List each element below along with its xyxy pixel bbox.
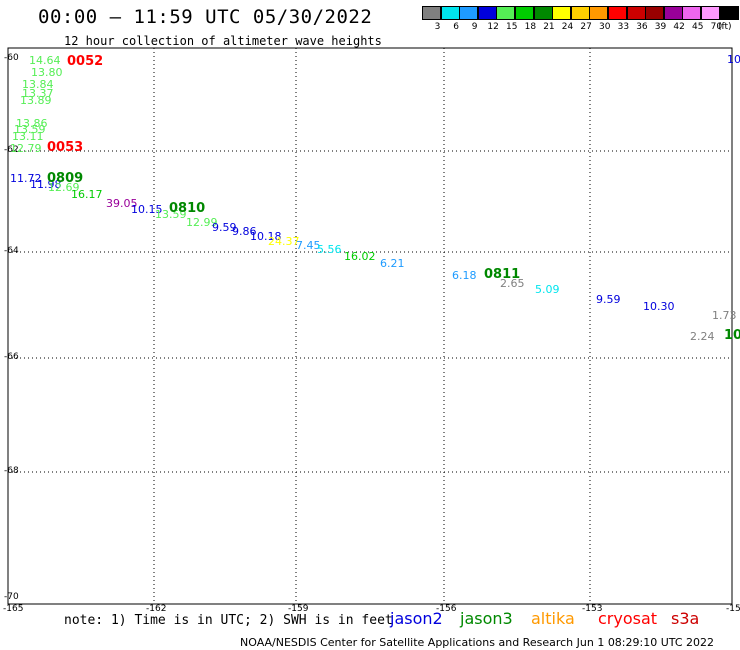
wave-height-value: 5.09 — [535, 283, 560, 296]
satellite-jason3: jason3 — [460, 609, 513, 628]
wave-height-value: 13.59 — [14, 123, 46, 136]
satellite-cryosat: cryosat — [598, 609, 658, 628]
legend-bin-label: 6 — [453, 22, 459, 32]
wave-height-value: 2.24 — [690, 330, 715, 343]
legend-swatch — [533, 6, 553, 20]
wave-height-value: 2.65 — [500, 277, 525, 290]
wave-height-value: 13.86 — [16, 117, 48, 130]
legend-bin-label: 45 — [692, 22, 704, 32]
wave-height-value: 7.45 — [296, 239, 321, 252]
legend-swatch — [645, 6, 665, 20]
wave-height-value: 10.15 — [131, 203, 163, 216]
legend-bin-label: 27 — [580, 22, 592, 32]
legend-swatch — [570, 6, 590, 20]
pass-time-label: 0052 — [67, 54, 104, 69]
pass-time-label: 0053 — [47, 140, 84, 155]
satellite-jason2: jason2 — [390, 609, 443, 628]
legend-swatch — [496, 6, 516, 20]
legend-swatch — [626, 6, 646, 20]
latitude-label: -68 — [4, 466, 19, 476]
latitude-label: -64 — [4, 246, 19, 256]
legend-bin-label: 21 — [543, 22, 555, 32]
wave-height-value: 16.02 — [344, 250, 376, 263]
legend-bin-label: 36 — [636, 22, 648, 32]
wave-height-value: 10 — [727, 53, 740, 66]
wave-height-value: 9.59 — [596, 293, 621, 306]
wave-height-value: 11.72 — [10, 172, 42, 185]
pass-time-label: 0809 — [47, 171, 84, 186]
latitude-label: -62 — [4, 145, 19, 155]
pass-time-label: 0810 — [169, 201, 206, 216]
wave-height-value: 13.11 — [12, 130, 44, 143]
legend-swatch — [515, 6, 534, 20]
legend-bin-label: 39 — [654, 22, 667, 32]
legend-bin-label: 33 — [617, 22, 630, 32]
wave-height-value: 10.30 — [643, 300, 675, 313]
wave-height-value: 39.05 — [106, 197, 138, 210]
longitude-label: -165 — [3, 604, 24, 614]
wave-height-value: 11.98 — [30, 178, 62, 191]
wave-height-value: 13.59 — [155, 208, 187, 221]
pass-time-label: 10 — [724, 328, 740, 343]
wave-height-value: 6.21 — [380, 257, 405, 270]
latitude-label: -70 — [4, 592, 19, 602]
wave-height-value: 12.79 — [10, 142, 42, 155]
pass-time-label: 0811 — [484, 267, 521, 282]
legend-bin-label: 12 — [487, 22, 499, 32]
wave-height-value: 9.86 — [232, 225, 257, 238]
plot-frame — [7, 47, 733, 605]
credit-line: NOAA/NESDIS Center for Satellite Applica… — [240, 636, 715, 649]
wave-height-value: 13.37 — [22, 87, 54, 100]
graticule-grid — [8, 48, 732, 604]
wave-height-value: 6.18 — [452, 269, 477, 282]
wave-height-value: 9.59 — [212, 221, 237, 234]
satellite-altika: altika — [531, 609, 575, 628]
wave-height-value: 13.80 — [31, 66, 63, 79]
legend-swatch — [663, 6, 683, 20]
legend-bin-label: 15 — [506, 22, 518, 32]
latitude-label: -66 — [4, 352, 19, 362]
longitude-label: -15 — [726, 604, 740, 614]
legend-swatch — [422, 6, 441, 20]
legend-bin-label: 42 — [673, 22, 685, 32]
legend-bin-label: 18 — [524, 22, 537, 32]
legend-bin-label: 3 — [434, 22, 441, 32]
longitude-label: -159 — [288, 604, 309, 614]
legend-swatch — [459, 6, 479, 20]
legend-swatch — [682, 6, 702, 20]
legend-swatch — [589, 6, 609, 20]
map-subtitle: 12 hour collection of altimeter wave hei… — [64, 34, 382, 48]
legend-swatch — [440, 6, 460, 20]
wave-height-value: 5.56 — [317, 243, 342, 256]
legend-swatch — [701, 6, 720, 20]
legend-unit: (ft) — [718, 22, 732, 32]
legend-bin-label: 30 — [599, 22, 611, 32]
wave-height-value: 1.73 — [712, 309, 737, 322]
legend-swatch — [608, 6, 627, 20]
longitude-label: -156 — [436, 604, 457, 614]
wave-height-value: 12.69 — [48, 181, 80, 194]
longitude-label: -162 — [146, 604, 167, 614]
legend-swatch — [719, 6, 739, 20]
legend-bin-label: 24 — [561, 22, 574, 32]
satellite-s3a: s3a — [671, 609, 700, 628]
map-title: 00:00 – 11:59 UTC 05/30/2022 — [38, 6, 373, 28]
longitude-label: -153 — [582, 604, 603, 614]
wave-height-value: 16.17 — [71, 188, 103, 201]
wave-height-value: 13.89 — [20, 94, 52, 107]
wave-height-value: 12.99 — [186, 216, 218, 229]
wave-height-value: 13.84 — [22, 78, 54, 91]
legend-bin-label: 9 — [471, 22, 478, 32]
wave-height-value: 14.64 — [29, 54, 61, 67]
latitude-label: -60 — [4, 53, 19, 63]
legend-swatch — [477, 6, 497, 20]
footer-note: note: 1) Time is in UTC; 2) SWH is in fe… — [64, 613, 393, 628]
legend-swatch — [552, 6, 572, 20]
legend-bin-label: 70 — [710, 22, 723, 32]
wave-height-value: 10.18 — [250, 230, 282, 243]
wave-height-value: 24.37 — [268, 235, 300, 248]
